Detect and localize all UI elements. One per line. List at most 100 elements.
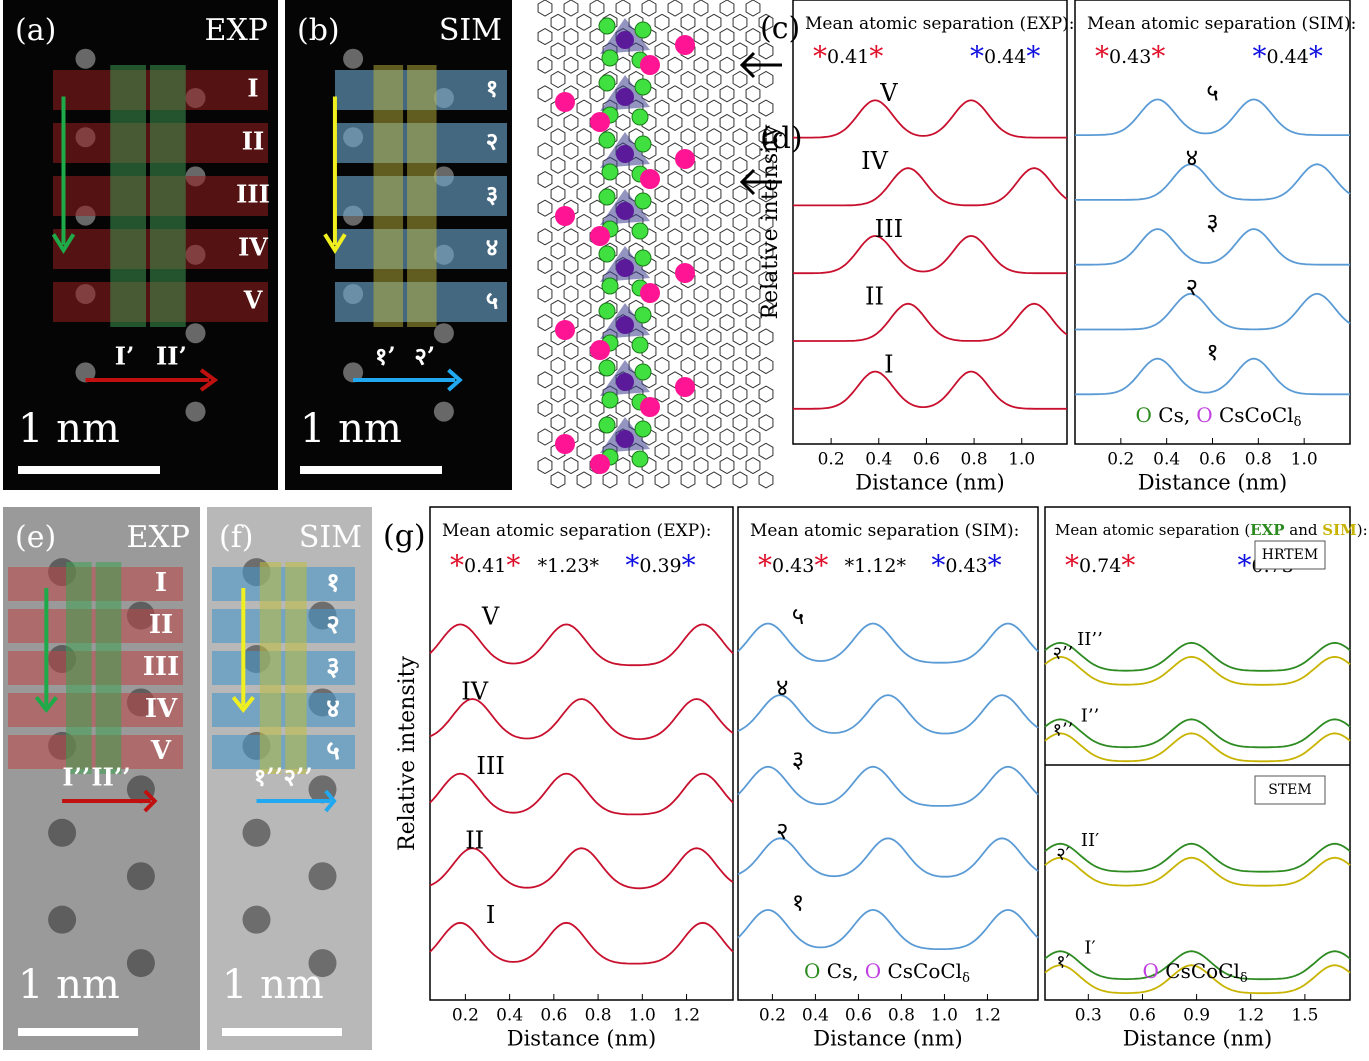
separation: *0.74* [1065, 549, 1135, 582]
separation-value: 0.43 [772, 555, 814, 577]
hexagon [577, 300, 591, 316]
hexagon [759, 472, 773, 488]
cs-atom [675, 149, 695, 169]
separation-star: * [931, 549, 945, 582]
separation: *0.41* [813, 40, 883, 73]
hexagon [720, 229, 734, 245]
hexagon [577, 386, 591, 402]
cl-atom [632, 451, 648, 467]
legend-text: CsCoCl [1219, 403, 1294, 427]
x-axis-label: Distance (nm) [855, 471, 1005, 495]
hexagon [694, 429, 708, 445]
separation-star: * [450, 549, 464, 582]
hexagon [720, 57, 734, 73]
hexagon [746, 0, 760, 16]
curve-label: ३ [792, 745, 804, 773]
cl-atom [635, 421, 651, 437]
hexagon [746, 458, 760, 474]
row-label: ५ [326, 736, 340, 766]
hexagon [694, 343, 708, 359]
hexagon [733, 329, 747, 345]
co-atom [616, 430, 634, 448]
legend: O Cs,O CsCoClδ [804, 959, 970, 986]
hexagon [733, 186, 747, 202]
x-tick-label: 1.5 [1291, 1006, 1318, 1026]
hexagon [551, 300, 565, 316]
atom-blob [243, 906, 271, 934]
hexagon [733, 272, 747, 288]
hexagon [759, 415, 773, 431]
hexagon [720, 343, 734, 359]
separation-star: * [845, 555, 855, 577]
separation: *0.39* [625, 549, 695, 582]
hexagon [564, 458, 578, 474]
hexagon [538, 114, 552, 130]
row-label: २ [326, 610, 340, 640]
hexagon [694, 286, 708, 302]
hexagon [577, 186, 591, 202]
hexagon [655, 43, 669, 59]
separation-star: * [1065, 549, 1079, 582]
hexagon [707, 443, 721, 459]
column-strip [150, 65, 186, 327]
hexagon [668, 286, 682, 302]
column-strip [96, 562, 122, 774]
plot-title: Mean atomic separation (EXP): [442, 521, 712, 541]
curve-label: ३ [1206, 208, 1218, 236]
hexagon [564, 229, 578, 245]
y-axis-label: Relative intensity [395, 655, 420, 850]
hexagon [694, 57, 708, 73]
hexagon [577, 272, 591, 288]
curve-label: II [465, 827, 484, 855]
cl-atom [599, 189, 615, 205]
cs-atom [640, 283, 660, 303]
hexagon [681, 300, 695, 316]
row-label: II [242, 127, 264, 156]
hexagon [681, 215, 695, 231]
profile-curve [793, 100, 1067, 137]
hexagon [538, 0, 552, 16]
hexagon [538, 86, 552, 102]
hexagon [551, 129, 565, 145]
column-strip [374, 65, 404, 327]
atom-blob [48, 819, 76, 847]
curve-label: १ [1206, 338, 1218, 366]
legend-marker: O [865, 959, 888, 983]
hexagon [668, 57, 682, 73]
scale-bar [18, 466, 160, 474]
hexagon [694, 372, 708, 388]
scale-bar [18, 1028, 138, 1036]
hexagon [577, 358, 591, 374]
plot-title: Mean atomic separation (EXP): [805, 14, 1075, 34]
separation-star: * [1121, 549, 1135, 582]
separation: *0.44* [970, 40, 1040, 73]
hexagon [746, 429, 760, 445]
curve-label: ५ [792, 602, 804, 630]
hexagon [720, 458, 734, 474]
hexagon [694, 86, 708, 102]
column-label: I’ [115, 342, 135, 371]
separation-value: 0.44 [984, 46, 1026, 68]
cl-atom [635, 193, 651, 209]
legend-marker: O [1136, 403, 1159, 427]
row-label: IV [145, 694, 178, 724]
separation-star: * [1238, 549, 1252, 582]
hexagon [681, 415, 695, 431]
x-tick-label: 1.2 [673, 1006, 700, 1026]
cs-atom [640, 55, 660, 75]
figure: IIIIIIIVVI’II’(a)EXP1 nm१२३४५१’२’(b)SIM1… [0, 0, 1369, 1057]
separation-star: * [625, 549, 639, 582]
hexagon [707, 358, 721, 374]
curve-label: १ [792, 888, 804, 916]
hexagon [564, 143, 578, 159]
hexagon [694, 29, 708, 45]
x-axis-label: Distance (nm) [507, 1027, 657, 1051]
hexagon [733, 43, 747, 59]
row-label: III [143, 652, 180, 682]
atom-blob [309, 862, 337, 890]
hexagon [655, 100, 669, 116]
hexagon [720, 172, 734, 188]
legend-text: δ [1294, 415, 1302, 430]
row-label: I [247, 74, 258, 103]
hexagon [733, 129, 747, 145]
